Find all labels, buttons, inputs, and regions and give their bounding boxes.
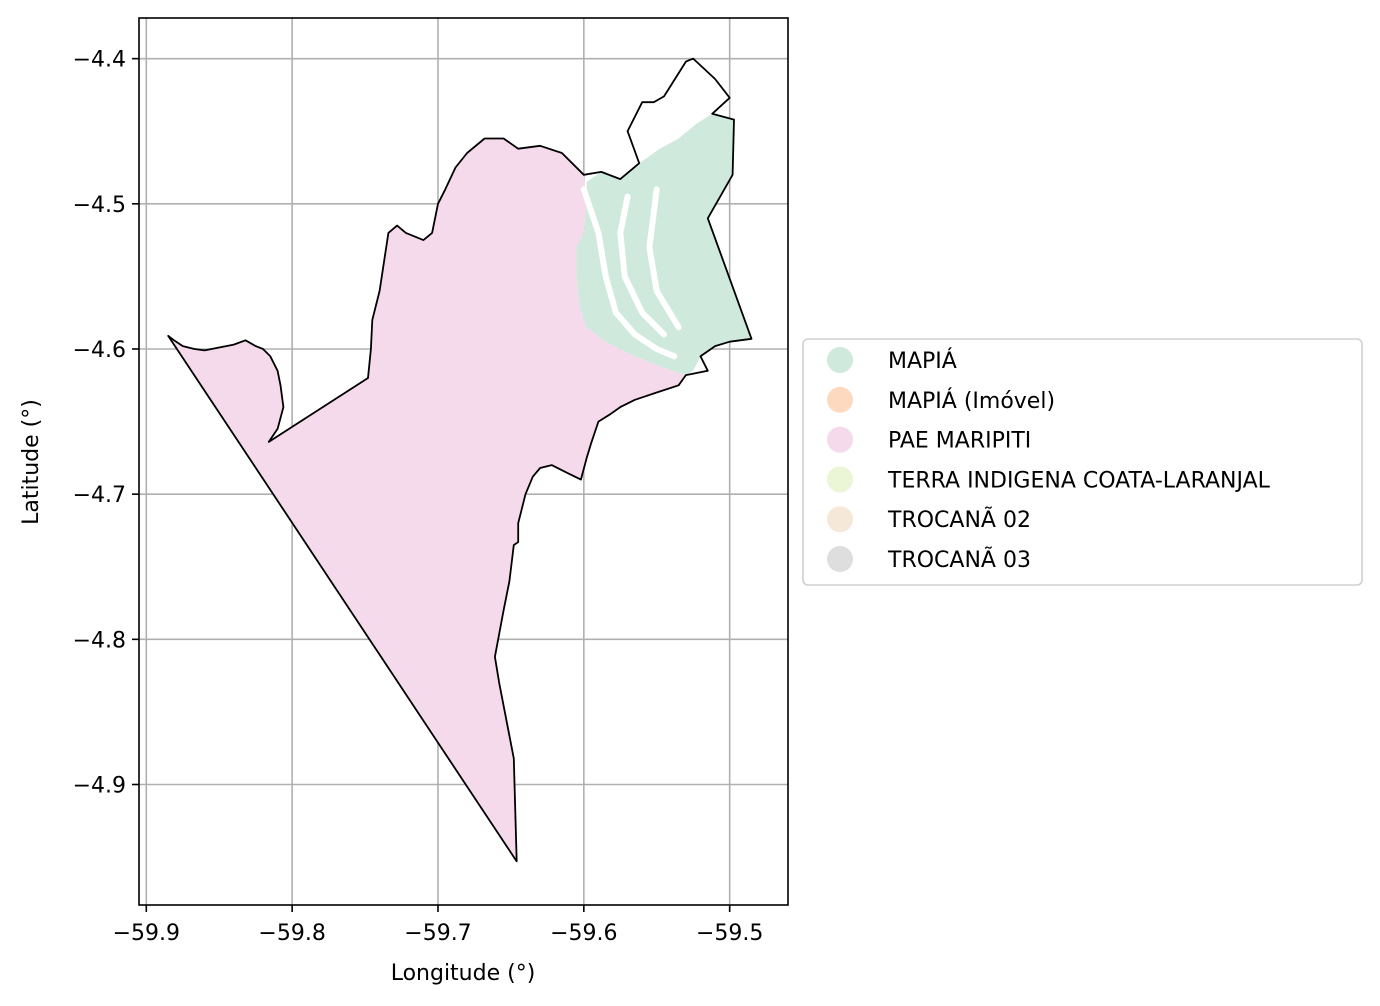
y-tick-label-3: −4.7	[73, 483, 126, 508]
x-tick-label-2: −59.7	[404, 921, 471, 946]
legend-label-4: TROCANÃ 02	[887, 506, 1031, 533]
map-regions	[168, 113, 752, 862]
legend-label-2: PAE MARIPITI	[888, 429, 1031, 454]
legend-frame	[802, 338, 1363, 586]
region-pae-maripiti	[168, 138, 686, 862]
x-tick-label-0: −59.9	[113, 921, 180, 946]
x-tick-label-3: −59.6	[550, 921, 617, 946]
water-channel-2	[646, 186, 682, 331]
legend-label-0: MAPIÁ	[888, 348, 957, 374]
legend-marker-3	[827, 466, 853, 493]
water-channels	[580, 186, 682, 360]
x-axis-label: Longitude (°)	[391, 961, 536, 986]
legend-marker-4	[827, 506, 853, 533]
legend-label-1: MAPIÁ (Imóvel)	[888, 388, 1055, 414]
legend-marker-0	[827, 347, 853, 373]
x-tick-label-1: −59.8	[258, 921, 325, 946]
legend-label-5: TROCANÃ 03	[887, 546, 1031, 573]
y-tick-label-1: −4.5	[73, 193, 126, 218]
y-tick-label-5: −4.9	[73, 774, 126, 799]
legend-marker-5	[827, 546, 853, 572]
boundary-outline	[167, 57, 753, 863]
y-tick-label-2: −4.6	[73, 338, 126, 363]
x-axis-ticks: −59.9 −59.8 −59.7 −59.6 −59.5	[113, 905, 763, 946]
y-axis-ticks: −4.4 −4.5 −4.6 −4.7 −4.8 −4.9	[73, 48, 139, 799]
legend-label-3: TERRA INDIGENA COATA-LARANJAL	[887, 468, 1271, 493]
x-tick-label-4: −59.5	[696, 921, 763, 946]
axes-frame	[138, 17, 789, 906]
y-axis-label: Latitude (°)	[19, 399, 44, 525]
legend-marker-2	[827, 426, 853, 453]
y-tick-label-4: −4.8	[73, 628, 126, 653]
y-tick-label-0: −4.4	[73, 48, 126, 73]
legend: MAPIÁ MAPIÁ (Imóvel) PAE MARIPITI TERRA IND…	[802, 338, 1363, 586]
water-channel-0	[580, 186, 678, 360]
water-channel-1	[617, 193, 667, 338]
map-boundary	[167, 57, 753, 863]
legend-marker-1	[827, 386, 853, 413]
